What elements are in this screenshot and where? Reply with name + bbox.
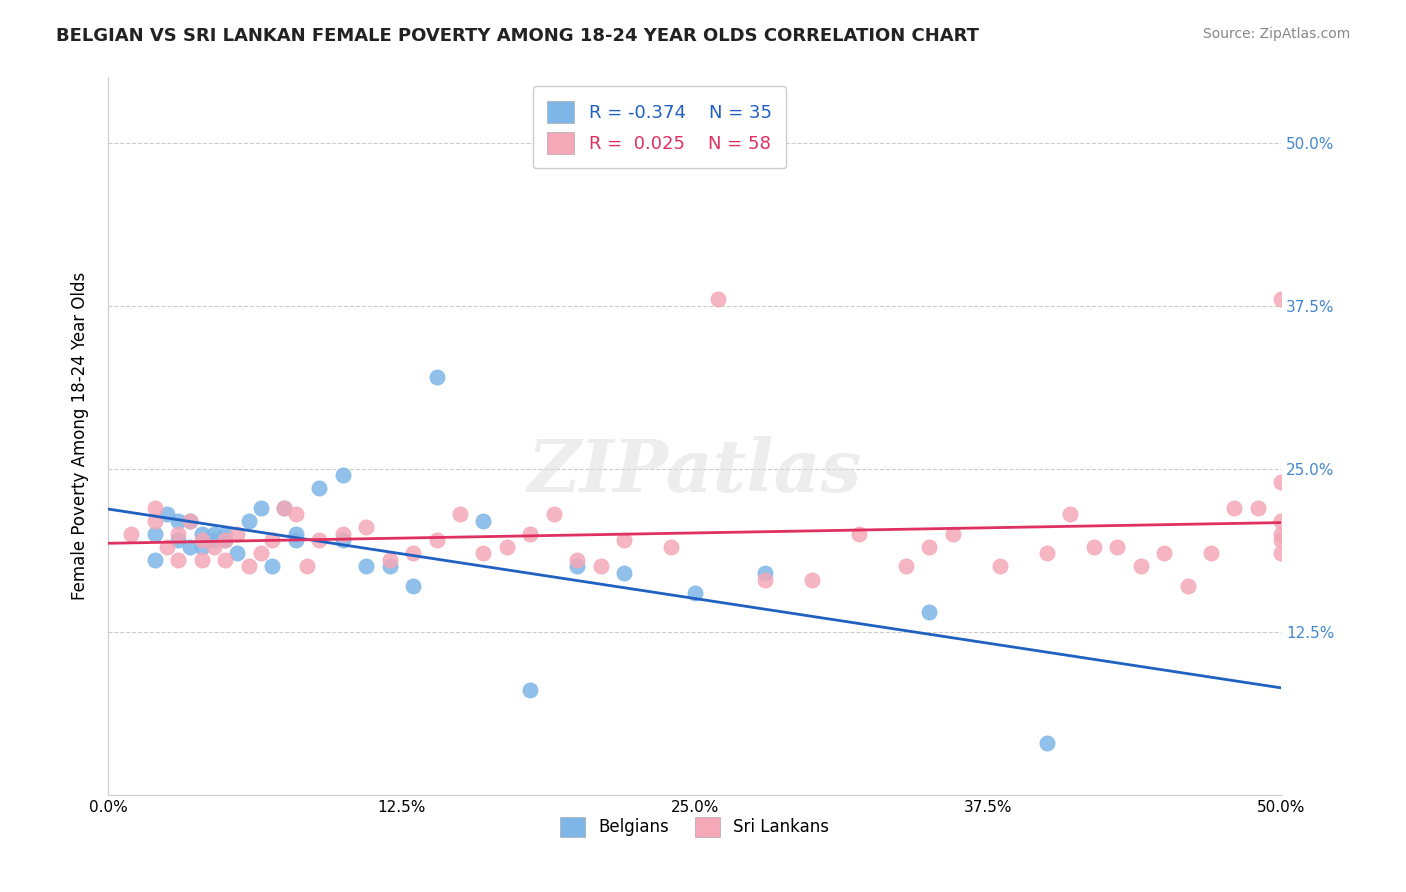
- Point: [1270, 292, 1292, 306]
- Point: [179, 514, 201, 528]
- Point: [332, 533, 354, 548]
- Point: [143, 553, 166, 567]
- Point: [156, 508, 179, 522]
- Point: [589, 559, 612, 574]
- Point: [284, 533, 307, 548]
- Point: [543, 508, 565, 522]
- Point: [249, 546, 271, 560]
- Point: [801, 573, 824, 587]
- Point: [273, 500, 295, 515]
- Point: [202, 533, 225, 548]
- Point: [1035, 735, 1057, 749]
- Point: [1059, 508, 1081, 522]
- Point: [1153, 546, 1175, 560]
- Point: [226, 527, 249, 541]
- Point: [1177, 579, 1199, 593]
- Point: [202, 527, 225, 541]
- Point: [156, 540, 179, 554]
- Point: [754, 573, 776, 587]
- Point: [918, 540, 941, 554]
- Point: [707, 292, 730, 306]
- Point: [472, 546, 495, 560]
- Text: BELGIAN VS SRI LANKAN FEMALE POVERTY AMONG 18-24 YEAR OLDS CORRELATION CHART: BELGIAN VS SRI LANKAN FEMALE POVERTY AMO…: [56, 27, 979, 45]
- Point: [273, 500, 295, 515]
- Point: [1083, 540, 1105, 554]
- Point: [683, 585, 706, 599]
- Point: [613, 533, 636, 548]
- Point: [214, 533, 236, 548]
- Point: [519, 683, 541, 698]
- Point: [449, 508, 471, 522]
- Point: [1270, 533, 1292, 548]
- Point: [214, 527, 236, 541]
- Point: [472, 514, 495, 528]
- Point: [942, 527, 965, 541]
- Point: [191, 533, 214, 548]
- Point: [191, 540, 214, 554]
- Point: [308, 481, 330, 495]
- Point: [754, 566, 776, 580]
- Point: [179, 540, 201, 554]
- Point: [262, 559, 284, 574]
- Point: [1247, 500, 1270, 515]
- Point: [1270, 527, 1292, 541]
- Point: [1270, 546, 1292, 560]
- Point: [988, 559, 1011, 574]
- Point: [1199, 546, 1222, 560]
- Point: [354, 520, 377, 534]
- Point: [332, 468, 354, 483]
- Point: [378, 553, 401, 567]
- Point: [179, 514, 201, 528]
- Point: [238, 559, 260, 574]
- Point: [1107, 540, 1129, 554]
- Point: [143, 514, 166, 528]
- Point: [567, 553, 589, 567]
- Point: [167, 533, 190, 548]
- Point: [918, 605, 941, 619]
- Point: [167, 514, 190, 528]
- Point: [402, 579, 425, 593]
- Point: [659, 540, 682, 554]
- Point: [143, 527, 166, 541]
- Point: [214, 553, 236, 567]
- Point: [167, 527, 190, 541]
- Point: [143, 500, 166, 515]
- Point: [226, 546, 249, 560]
- Point: [425, 533, 447, 548]
- Point: [1270, 475, 1292, 489]
- Point: [214, 533, 236, 548]
- Point: [1129, 559, 1152, 574]
- Legend: Belgians, Sri Lankans: Belgians, Sri Lankans: [554, 810, 835, 844]
- Point: [354, 559, 377, 574]
- Point: [402, 546, 425, 560]
- Point: [1270, 514, 1292, 528]
- Point: [848, 527, 870, 541]
- Point: [249, 500, 271, 515]
- Y-axis label: Female Poverty Among 18-24 Year Olds: Female Poverty Among 18-24 Year Olds: [72, 272, 89, 600]
- Text: ZIPatlas: ZIPatlas: [527, 436, 862, 508]
- Point: [308, 533, 330, 548]
- Point: [191, 553, 214, 567]
- Point: [378, 559, 401, 574]
- Point: [297, 559, 319, 574]
- Point: [425, 370, 447, 384]
- Point: [1035, 546, 1057, 560]
- Point: [262, 533, 284, 548]
- Point: [332, 527, 354, 541]
- Point: [1223, 500, 1246, 515]
- Point: [120, 527, 142, 541]
- Point: [191, 527, 214, 541]
- Text: Source: ZipAtlas.com: Source: ZipAtlas.com: [1202, 27, 1350, 41]
- Point: [238, 514, 260, 528]
- Point: [567, 559, 589, 574]
- Point: [496, 540, 519, 554]
- Point: [519, 527, 541, 541]
- Point: [167, 553, 190, 567]
- Point: [284, 527, 307, 541]
- Point: [202, 540, 225, 554]
- Point: [894, 559, 917, 574]
- Point: [613, 566, 636, 580]
- Point: [284, 508, 307, 522]
